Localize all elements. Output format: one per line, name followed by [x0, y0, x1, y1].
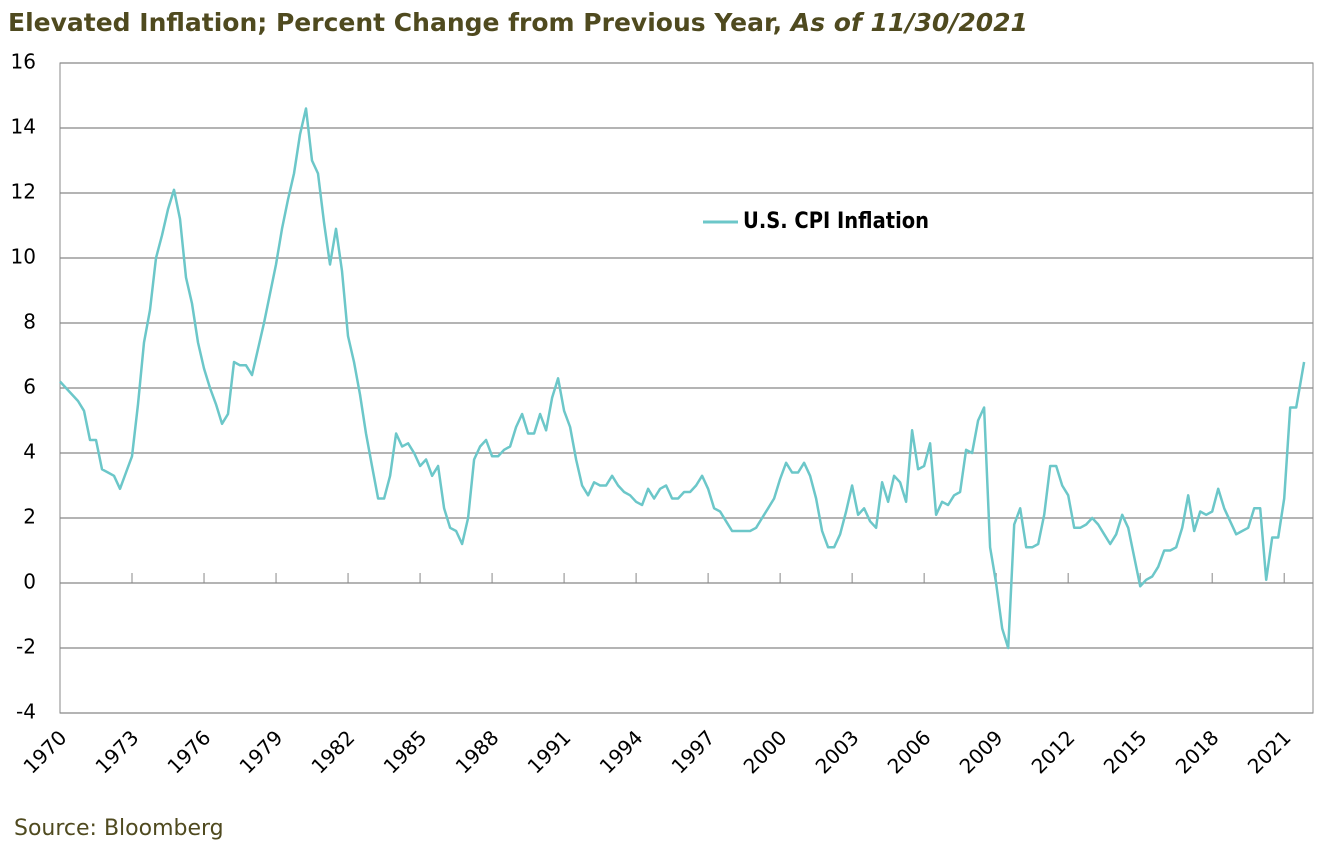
- legend-label: U.S. CPI Inflation: [743, 209, 929, 234]
- x-tick-label: 2021: [1243, 725, 1296, 778]
- y-tick-label: 4: [23, 440, 36, 464]
- x-tick-label: 1976: [162, 725, 215, 778]
- x-tick-label: 1991: [523, 725, 576, 778]
- data-line: [59, 107, 1306, 650]
- x-tick-label: 1973: [90, 725, 143, 778]
- x-tick-label: 2003: [811, 725, 864, 778]
- x-tick-label: 2015: [1099, 725, 1152, 778]
- x-tick-label: 1982: [307, 725, 360, 778]
- y-tick-label: 14: [11, 115, 36, 139]
- x-tick-label: 2009: [955, 725, 1008, 778]
- title-note: As of 11/30/2021: [789, 8, 1028, 37]
- x-tick-label: 1988: [451, 725, 504, 778]
- x-tick-label: 2018: [1171, 725, 1224, 778]
- x-tick-label: 1979: [234, 725, 287, 778]
- chart-title: Elevated Inflation; Percent Change from …: [8, 8, 1028, 37]
- x-tick-label: 2006: [883, 725, 936, 778]
- source-note: Source: Bloomberg: [14, 816, 224, 841]
- y-tick-label: 12: [11, 180, 36, 204]
- y-tick-label: 10: [11, 245, 36, 269]
- y-tick-label: 8: [23, 310, 36, 334]
- y-tick-label: 0: [23, 570, 36, 594]
- y-tick-label: -2: [16, 635, 36, 659]
- title-main: Elevated Inflation; Percent Change from …: [8, 8, 782, 37]
- y-tick-label: 16: [11, 50, 36, 74]
- x-tick-label: 1985: [379, 725, 432, 778]
- x-tick-label: 2000: [739, 725, 792, 778]
- y-tick-label: 2: [23, 505, 36, 529]
- x-tick-label: 2012: [1027, 725, 1080, 778]
- x-tick-label: 1997: [667, 725, 720, 778]
- x-tick-label: 1994: [595, 725, 648, 778]
- x-tick-label: 1970: [18, 725, 71, 778]
- y-tick-label: 6: [23, 375, 36, 399]
- y-tick-label: -4: [16, 700, 36, 724]
